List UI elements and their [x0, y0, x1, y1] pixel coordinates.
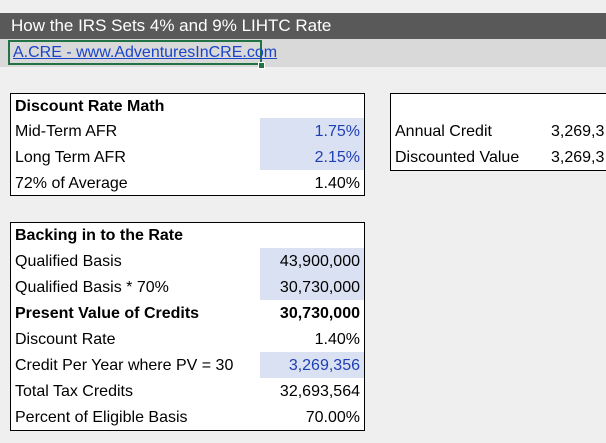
row-value[interactable]: 2.15% [314, 149, 360, 166]
row-value[interactable]: 30,730,000 [279, 305, 360, 322]
row-value[interactable]: 30,730,000 [279, 279, 360, 296]
row-value[interactable]: 43,900,000 [279, 253, 360, 270]
input-highlight [260, 248, 364, 300]
table-row[interactable]: 72% of Average 1.40% [11, 171, 364, 197]
row-value[interactable]: 1.75% [314, 123, 360, 140]
table-header: Discount Rate Math [15, 98, 165, 115]
row-value[interactable]: 1.40% [314, 175, 360, 192]
row-label: Total Tax Credits [15, 383, 133, 400]
input-highlight [260, 118, 364, 170]
row-label: Mid-Term AFR [15, 123, 118, 140]
backing-in-table: Backing in to the Rate Qualified Basis 4… [10, 222, 365, 431]
row-label: Long Term AFR [15, 149, 126, 166]
fill-handle[interactable] [258, 62, 265, 69]
table-header: Backing in to the Rate [15, 227, 184, 244]
table-row[interactable]: Total Tax Credits 32,693,564 [11, 379, 364, 405]
row-value[interactable]: 1.40% [314, 331, 360, 348]
link-row: A.CRE - www.AdventuresInCRE.com [0, 39, 606, 69]
row-label: Discounted Value [395, 149, 520, 166]
row-label: Annual Credit [395, 123, 492, 140]
row-label: Qualified Basis * 70% [15, 279, 169, 296]
sheet-title: How the IRS Sets 4% and 9% LIHTC Rate [0, 13, 606, 39]
input-highlight [260, 352, 364, 378]
row-value[interactable]: 3,269,3 [551, 149, 605, 166]
row-value[interactable]: 70.00% [305, 409, 360, 426]
table-row[interactable]: Discount Rate 1.40% [11, 327, 364, 353]
table-row[interactable]: Discounted Value 3,269,3 [391, 145, 606, 171]
row-label: 72% of Average [15, 175, 128, 192]
credit-table: Annual Credit 3,269,3 Discounted Value 3… [390, 93, 606, 171]
row-label: Percent of Eligible Basis [15, 409, 188, 426]
discount-rate-math-table: Discount Rate Math Mid-Term AFR 1.75% Lo… [10, 93, 365, 196]
row-value[interactable]: 3,269,356 [288, 357, 360, 374]
table-row[interactable]: Credit Per Year where PV = 30 3,269,356 [11, 353, 364, 379]
row-label: Qualified Basis [15, 253, 122, 270]
row-label: Credit Per Year where PV = 30 [15, 357, 234, 374]
row-label: Discount Rate [15, 331, 116, 348]
table-row[interactable]: Qualified Basis * 70% 30,730,000 [11, 275, 364, 301]
table-header-row: Discount Rate Math [11, 94, 364, 120]
table-row[interactable]: Percent of Eligible Basis 70.00% [11, 405, 364, 431]
table-row[interactable]: Present Value of Credits 30,730,000 [11, 301, 364, 327]
row-label: Present Value of Credits [15, 305, 200, 322]
table-row[interactable]: Long Term AFR 2.15% [11, 145, 364, 171]
website-link-cell[interactable]: A.CRE - www.AdventuresInCRE.com [8, 40, 277, 65]
row-value[interactable]: 3,269,3 [551, 123, 605, 140]
table-row[interactable]: Mid-Term AFR 1.75% [11, 119, 364, 145]
table-header-row: Backing in to the Rate [11, 223, 364, 249]
table-row[interactable]: Qualified Basis 43,900,000 [11, 249, 364, 275]
row-value[interactable]: 32,693,564 [279, 383, 360, 400]
table-row[interactable]: Annual Credit 3,269,3 [391, 119, 606, 145]
